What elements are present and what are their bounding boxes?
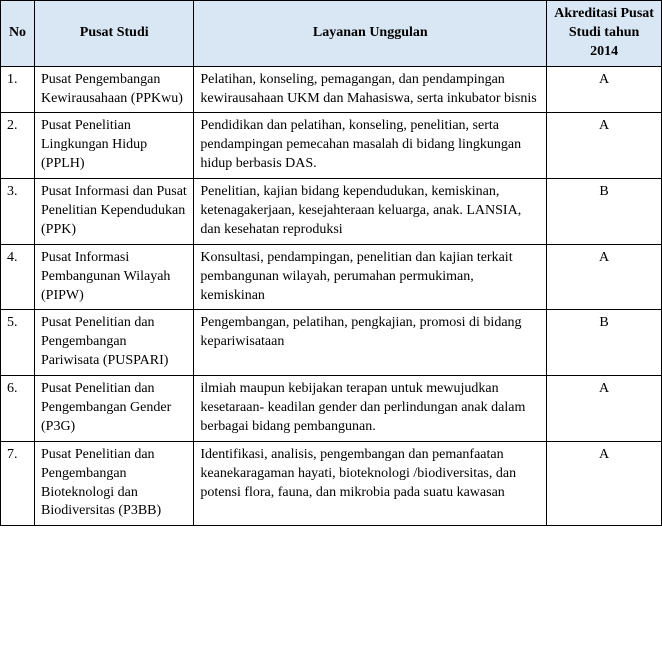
cell-pusat: Pusat Pengembangan Kewirausahaan (PPKwu) — [35, 66, 194, 113]
cell-no: 4. — [1, 244, 35, 310]
cell-layanan: Konsultasi, pendampingan, penelitian dan… — [194, 244, 547, 310]
cell-no: 1. — [1, 66, 35, 113]
cell-layanan: ilmiah maupun kebijakan terapan untuk me… — [194, 376, 547, 442]
header-akreditasi: Akreditasi Pusat Studi tahun 2014 — [547, 1, 662, 67]
cell-pusat: Pusat Penelitian dan Pengembangan Gender… — [35, 376, 194, 442]
cell-layanan: Pendidikan dan pelatihan, konseling, pen… — [194, 113, 547, 179]
cell-akred: A — [547, 113, 662, 179]
cell-akred: A — [547, 441, 662, 526]
cell-akred: A — [547, 376, 662, 442]
cell-pusat: Pusat Informasi dan Pusat Penelitian Kep… — [35, 179, 194, 245]
cell-layanan: Pengembangan, pelatihan, pengkajian, pro… — [194, 310, 547, 376]
cell-no: 7. — [1, 441, 35, 526]
table-row: 1. Pusat Pengembangan Kewirausahaan (PPK… — [1, 66, 662, 113]
cell-no: 3. — [1, 179, 35, 245]
table-row: 4. Pusat Informasi Pembangunan Wilayah (… — [1, 244, 662, 310]
header-no: No — [1, 1, 35, 67]
cell-pusat: Pusat Penelitian dan Pengembangan Biotek… — [35, 441, 194, 526]
cell-akred: A — [547, 244, 662, 310]
cell-pusat: Pusat Penelitian Lingkungan Hidup (PPLH) — [35, 113, 194, 179]
cell-layanan: Identifikasi, analisis, pengembangan dan… — [194, 441, 547, 526]
table-row: 6. Pusat Penelitian dan Pengembangan Gen… — [1, 376, 662, 442]
cell-layanan: Penelitian, kajian bidang kependudukan, … — [194, 179, 547, 245]
cell-pusat: Pusat Informasi Pembangunan Wilayah (PIP… — [35, 244, 194, 310]
cell-no: 5. — [1, 310, 35, 376]
table-row: 3. Pusat Informasi dan Pusat Penelitian … — [1, 179, 662, 245]
header-layanan: Layanan Unggulan — [194, 1, 547, 67]
header-pusat-studi: Pusat Studi — [35, 1, 194, 67]
cell-no: 6. — [1, 376, 35, 442]
cell-layanan: Pelatihan, konseling, pemagangan, dan pe… — [194, 66, 547, 113]
table-row: 2. Pusat Penelitian Lingkungan Hidup (PP… — [1, 113, 662, 179]
table-header-row: No Pusat Studi Layanan Unggulan Akredita… — [1, 1, 662, 67]
table-row: 5. Pusat Penelitian dan Pengembangan Par… — [1, 310, 662, 376]
cell-akred: A — [547, 66, 662, 113]
cell-akred: B — [547, 179, 662, 245]
table-row: 7. Pusat Penelitian dan Pengembangan Bio… — [1, 441, 662, 526]
pusat-studi-table: No Pusat Studi Layanan Unggulan Akredita… — [0, 0, 662, 526]
cell-akred: B — [547, 310, 662, 376]
cell-no: 2. — [1, 113, 35, 179]
cell-pusat: Pusat Penelitian dan Pengembangan Pariwi… — [35, 310, 194, 376]
